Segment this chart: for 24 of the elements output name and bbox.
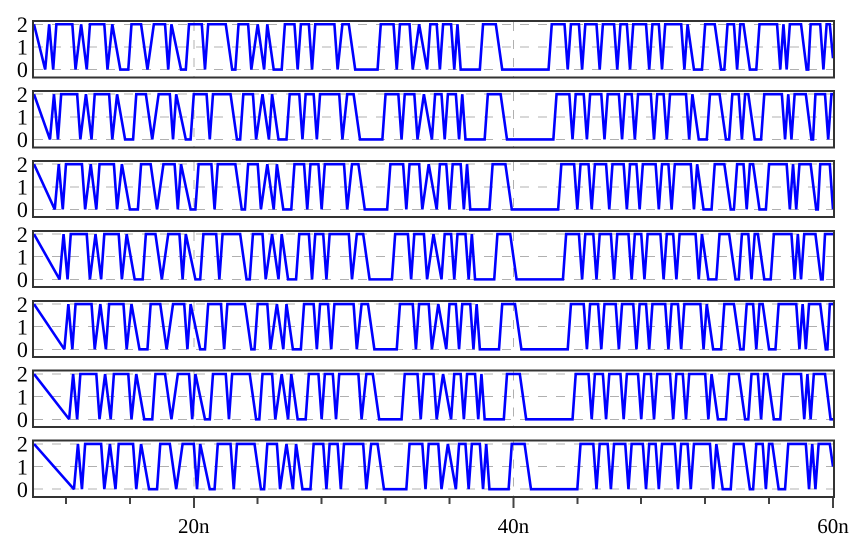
y-tick-label: 1 [16, 174, 28, 200]
y-tick-label: 0 [16, 267, 28, 292]
y-tick-label: 2 [16, 152, 28, 177]
y-tick-label: 0 [16, 57, 28, 82]
y-tick-label: 1 [16, 104, 28, 130]
y-tick-label: 2 [16, 292, 28, 317]
y-tick-label: 0 [16, 127, 28, 152]
y-tick-label: 2 [16, 222, 28, 247]
y-tick-label: 1 [16, 244, 28, 270]
x-tick-label: 60n [817, 514, 850, 538]
y-tick-label: 2 [16, 432, 28, 457]
x-tick-label: 40n [498, 514, 530, 538]
y-tick-label: 2 [16, 12, 28, 37]
y-tick-label: 2 [16, 362, 28, 387]
x-tick-label: 20n [178, 514, 210, 538]
y-tick-label: 2 [16, 82, 28, 107]
y-tick-label: 1 [16, 384, 28, 410]
y-tick-label: 0 [16, 197, 28, 222]
y-tick-label: 1 [16, 314, 28, 340]
y-tick-label: 0 [16, 337, 28, 362]
y-tick-label: 0 [16, 476, 28, 502]
y-tick-label: 0 [16, 406, 28, 432]
y-tick-label: 1 [16, 454, 28, 480]
y-tick-label: 1 [16, 34, 28, 60]
